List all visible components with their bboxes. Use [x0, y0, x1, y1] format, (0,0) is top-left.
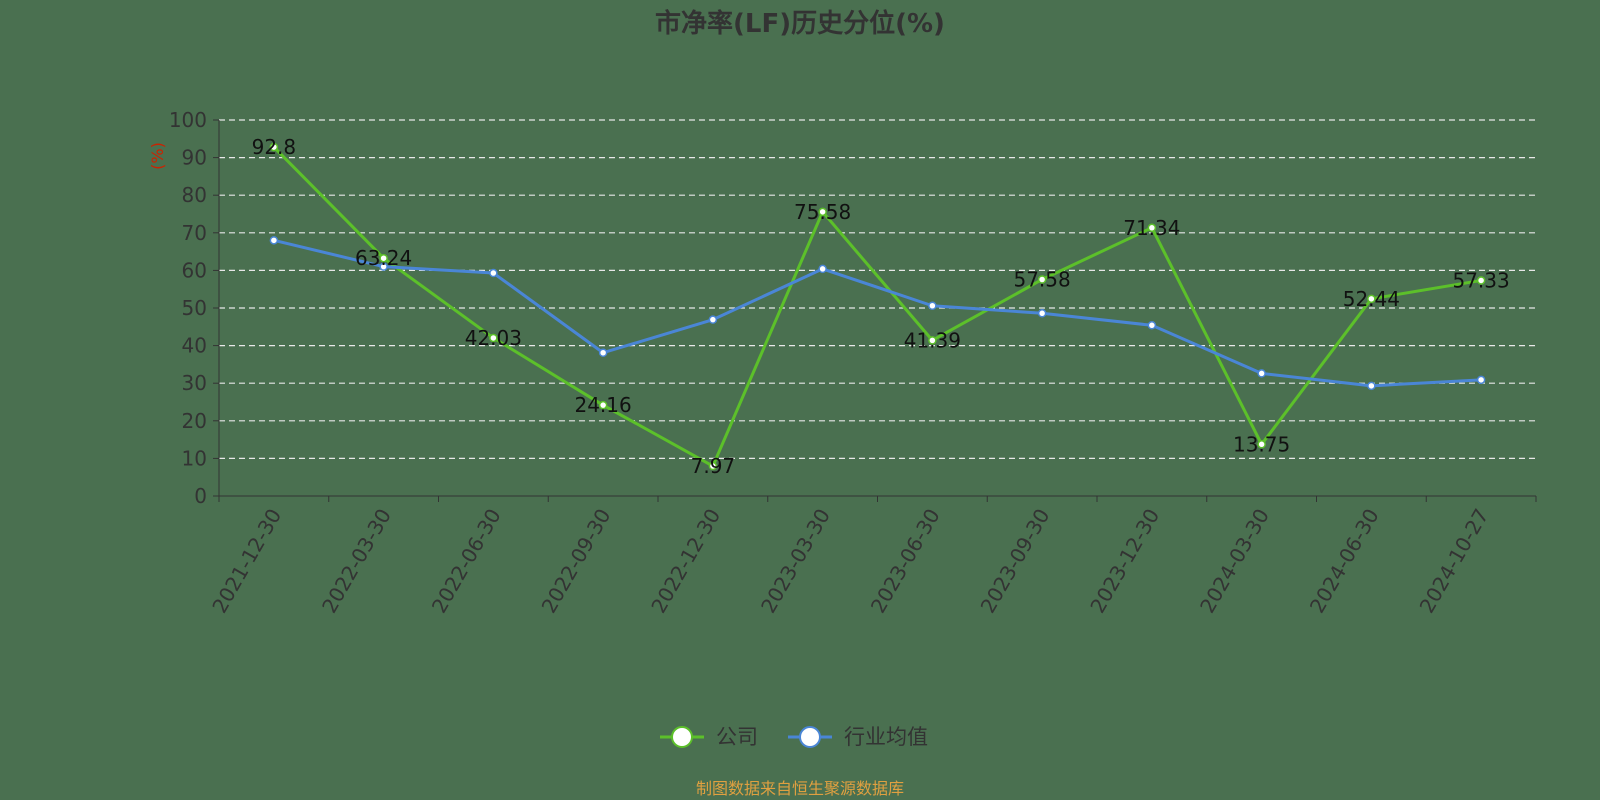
data-label: 24.16: [574, 393, 631, 417]
data-labels: 92.8 63.24 42.03 24.16 7.97 75.58 41.39 57.58 71…: [252, 135, 1510, 478]
data-label: 71.34: [1123, 216, 1180, 240]
data-label: 92.8: [252, 135, 297, 159]
y-tick-label: 20: [182, 409, 207, 433]
legend-label: 公司: [716, 725, 758, 749]
data-point[interactable]: [928, 336, 937, 345]
chart-title: 市净率(LF)历史分位(%): [655, 8, 945, 39]
data-point[interactable]: [379, 262, 388, 271]
data-point[interactable]: [1037, 275, 1047, 284]
x-tick-label: 2023-03-30: [756, 505, 835, 618]
series-lines: [269, 142, 1486, 471]
data-point[interactable]: [1367, 294, 1376, 304]
data-point[interactable]: [489, 268, 498, 278]
y-tick-label: 90: [182, 146, 207, 170]
data-label: 52.44: [1343, 287, 1400, 311]
data-point[interactable]: [379, 253, 388, 263]
y-axis-unit-label: (%): [148, 142, 167, 170]
x-tick-label: 2024-10-27: [1415, 505, 1494, 618]
data-point[interactable]: [1476, 276, 1486, 285]
data-point[interactable]: [269, 142, 279, 152]
legend-item-1[interactable]: 行业均值: [788, 725, 928, 749]
x-tick-label: 2022-12-30: [646, 505, 725, 618]
y-tick-label: 10: [182, 446, 207, 470]
x-tick-label: 2022-03-30: [317, 505, 396, 618]
y-tick-label: 70: [182, 221, 207, 245]
y-tick-label: 80: [182, 183, 207, 207]
legend[interactable]: 公司 行业均值: [660, 725, 928, 749]
data-point[interactable]: [1257, 440, 1266, 449]
data-label: 75.58: [794, 200, 851, 224]
data-label: 13.75: [1233, 432, 1290, 456]
series-line-0: [272, 146, 1482, 468]
legend-marker: [671, 726, 693, 748]
grid-lines: [219, 119, 1536, 459]
footer-source-note: 制图数据来自恒生聚源数据库: [696, 779, 904, 798]
data-label: 57.58: [1013, 267, 1070, 291]
data-point[interactable]: [1476, 375, 1486, 385]
legend-item-0[interactable]: 公司: [660, 725, 758, 749]
x-tick-label: 2024-03-30: [1195, 505, 1274, 618]
data-point[interactable]: [708, 461, 718, 471]
x-tick-label: 2024-06-30: [1305, 505, 1384, 618]
x-tick-label: 2023-12-30: [1085, 505, 1164, 618]
y-tick-label: 100: [169, 108, 207, 132]
data-point[interactable]: [489, 333, 498, 343]
data-label: 7.97: [691, 454, 736, 478]
y-tick-label: 30: [182, 371, 207, 395]
data-point[interactable]: [818, 264, 827, 274]
x-tick-label: 2022-09-30: [537, 505, 616, 618]
data-point[interactable]: [708, 315, 718, 324]
data-point[interactable]: [928, 301, 937, 310]
y-tick-label: 50: [182, 296, 207, 320]
y-tick-label: 0: [194, 484, 207, 508]
data-label: 57.33: [1452, 268, 1509, 292]
data-point[interactable]: [1147, 223, 1157, 233]
data-point[interactable]: [598, 348, 608, 357]
data-label: 41.39: [904, 328, 961, 352]
y-tick-label: 40: [182, 334, 207, 358]
x-tick-label: 2023-09-30: [976, 505, 1055, 618]
axes: 0 10 20 30 40 50 60 70 80 90 100 2021-12-30 2022-03-…: [169, 108, 1537, 618]
data-label: 42.03: [465, 326, 522, 350]
data-point[interactable]: [1367, 381, 1376, 391]
y-tick-label: 60: [182, 258, 207, 282]
x-tick-label: 2022-06-30: [427, 505, 506, 618]
data-point[interactable]: [818, 207, 827, 217]
legend-label: 行业均值: [844, 725, 928, 749]
series-line-1: [273, 238, 1482, 388]
data-point[interactable]: [1147, 321, 1157, 330]
x-tick-label: 2023-06-30: [866, 505, 945, 618]
data-point[interactable]: [1037, 309, 1047, 318]
data-point[interactable]: [269, 236, 279, 245]
legend-marker: [799, 726, 821, 748]
x-tick-label: 2021-12-30: [207, 505, 286, 618]
data-point[interactable]: [598, 400, 608, 410]
data-point[interactable]: [1257, 369, 1266, 378]
data-label: 63.24: [355, 246, 412, 270]
